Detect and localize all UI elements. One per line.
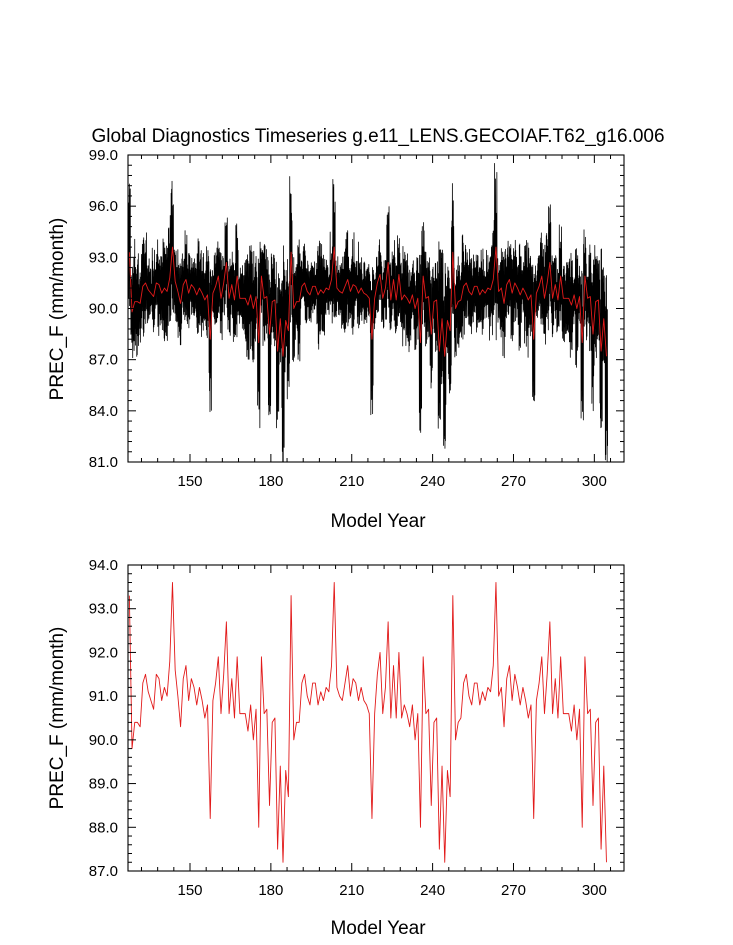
- y-tick-label: 93.0: [89, 601, 118, 618]
- bottom-axis-ticks: [128, 564, 624, 872]
- top-plot-lines: [128, 162, 608, 462]
- x-tick-label: 300: [582, 473, 607, 490]
- y-tick-label: 92.0: [89, 644, 118, 661]
- y-tick-label: 90.0: [89, 301, 118, 318]
- x-tick-label: 300: [582, 882, 607, 899]
- x-tick-label: 180: [258, 882, 283, 899]
- bottom-y-tick-labels: 87.0 88.0 89.0 90.0 91.0 92.0 93.0 94.0: [89, 557, 118, 880]
- y-tick-label: 81.0: [89, 454, 118, 471]
- top-y-axis-label: PREC_F (mm/month): [47, 218, 68, 401]
- bottom-panel: 87.0 88.0 89.0 90.0 91.0 92.0 93.0 94.0 150 180 2…: [47, 557, 625, 939]
- x-tick-label: 150: [177, 473, 202, 490]
- y-tick-label: 84.0: [89, 403, 118, 420]
- y-tick-label: 93.0: [89, 249, 118, 266]
- bottom-x-axis-label: Model Year: [330, 918, 426, 939]
- x-tick-label: 240: [420, 473, 445, 490]
- y-tick-label: 89.0: [89, 776, 118, 793]
- y-tick-label: 96.0: [89, 198, 118, 215]
- y-tick-label: 88.0: [89, 819, 118, 836]
- y-tick-label: 87.0: [89, 863, 118, 880]
- top-x-tick-labels: 150 180 210 240 270 300: [177, 473, 606, 490]
- y-tick-label: 94.0: [89, 557, 118, 574]
- y-tick-label: 91.0: [89, 688, 118, 705]
- y-tick-label: 90.0: [89, 732, 118, 749]
- x-tick-label: 270: [501, 473, 526, 490]
- top-panel: Global Diagnostics Timeseries g.e11_LENS…: [47, 126, 665, 532]
- bottom-x-tick-labels: 150 180 210 240 270 300: [177, 882, 606, 899]
- top-x-axis-label: Model Year: [330, 511, 426, 532]
- x-tick-label: 210: [339, 882, 364, 899]
- top-y-tick-labels: 81.0 84.0 87.0 90.0 93.0 96.0 99.0: [89, 147, 118, 471]
- series-line-monthly: [128, 162, 608, 462]
- bottom-y-axis-label: PREC_F (mm/month): [47, 627, 68, 810]
- top-axis-ticks: [128, 154, 624, 463]
- chart-title: Global Diagnostics Timeseries g.e11_LENS…: [91, 126, 664, 147]
- x-tick-label: 180: [258, 473, 283, 490]
- x-tick-label: 150: [177, 882, 202, 899]
- bottom-plot-frame: [127, 564, 625, 872]
- series-line-annual: [128, 246, 607, 357]
- x-tick-label: 210: [339, 473, 364, 490]
- x-tick-label: 240: [420, 882, 445, 899]
- x-tick-label: 270: [501, 882, 526, 899]
- y-tick-label: 99.0: [89, 147, 118, 164]
- y-tick-label: 87.0: [89, 352, 118, 369]
- plot-border: [127, 564, 625, 872]
- bottom-plot-lines: [128, 582, 607, 863]
- series-line-annual: [128, 582, 607, 863]
